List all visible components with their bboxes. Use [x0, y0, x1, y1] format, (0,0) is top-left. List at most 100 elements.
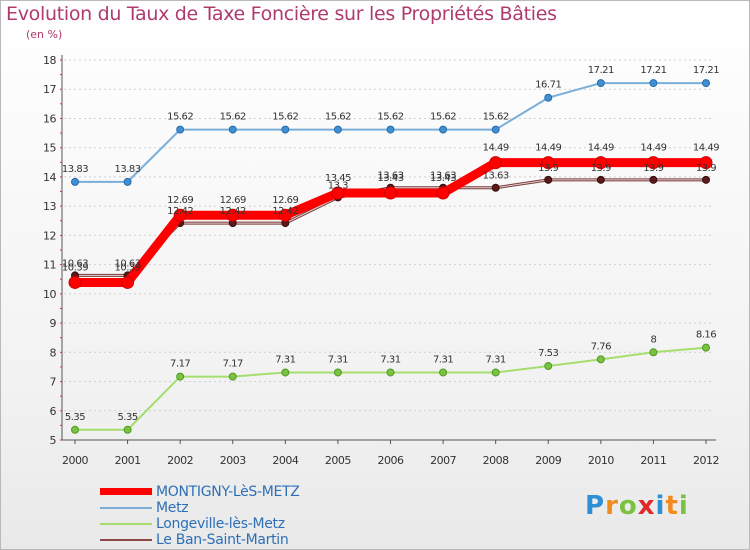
series-point-2 — [281, 368, 290, 377]
series-point-3 — [702, 175, 710, 184]
data-label: 13.9 — [538, 163, 558, 174]
x-tick-label: 2003 — [220, 454, 246, 467]
series-point-2 — [123, 425, 132, 434]
series-point-1 — [386, 125, 395, 134]
series-point-0 — [278, 208, 292, 222]
series-point-0 — [541, 156, 555, 170]
data-label: 14.49 — [588, 143, 614, 154]
logo-letter: r — [605, 491, 619, 521]
legend-swatch-longeville — [100, 523, 152, 525]
series-point-1 — [491, 125, 500, 134]
y-axis-unit-label: (en %) — [26, 28, 63, 41]
chart-title: Evolution du Taux de Taxe Foncière sur l… — [6, 3, 557, 25]
y-tick-label: 13 — [43, 200, 56, 213]
data-label: 7.31 — [433, 354, 453, 365]
data-label: 7.17 — [223, 359, 243, 370]
y-tick-label: 9 — [50, 317, 57, 330]
data-label: 16.71 — [535, 80, 561, 91]
data-label: 15.62 — [220, 112, 246, 123]
series-point-1 — [176, 125, 185, 134]
logo-letter: P — [585, 491, 606, 521]
y-tick-label: 17 — [43, 83, 56, 96]
series-point-0 — [646, 156, 660, 170]
x-tick-label: 2001 — [115, 454, 141, 467]
logo-letter: i — [678, 491, 689, 521]
series-point-2 — [702, 343, 710, 352]
data-label: 5.35 — [65, 412, 85, 423]
proxiti-logo: Proxiti — [585, 491, 689, 521]
legend-label-le-ban: Le Ban-Saint-Martin — [156, 532, 289, 548]
data-label: 12.42 — [167, 206, 193, 217]
y-tick-label: 12 — [43, 229, 56, 242]
x-tick-label: 2000 — [62, 454, 88, 467]
series-point-1 — [596, 79, 605, 88]
series-point-0 — [489, 156, 503, 170]
data-label: 14.49 — [483, 143, 509, 154]
series-point-2 — [596, 355, 605, 364]
x-tick-label: 2010 — [588, 454, 614, 467]
data-label: 5.35 — [117, 412, 137, 423]
legend-label-longeville: Longeville-lès-Metz — [156, 516, 285, 532]
x-tick-label: 2002 — [167, 454, 193, 467]
data-label: 8 — [650, 334, 656, 345]
legend-swatch-montigny — [100, 488, 152, 495]
series-point-3 — [544, 175, 553, 184]
data-label: 13.43 — [377, 173, 403, 184]
data-label: 7.31 — [275, 354, 295, 365]
series-point-1 — [439, 125, 448, 134]
data-label: 7.31 — [486, 354, 506, 365]
y-tick-label: 14 — [43, 171, 56, 184]
data-label: 13.9 — [643, 163, 663, 174]
data-label: 13.3 — [328, 180, 348, 191]
series-point-2 — [176, 372, 185, 381]
series-point-1 — [123, 177, 132, 186]
series-point-0 — [331, 186, 345, 200]
data-label: 13.43 — [430, 173, 456, 184]
series-point-0 — [384, 186, 397, 200]
data-label: 7.17 — [170, 359, 190, 370]
series-point-1 — [228, 125, 237, 134]
data-label: 13.9 — [591, 163, 611, 174]
data-label: 7.31 — [380, 354, 400, 365]
series-point-1 — [544, 93, 553, 102]
series-point-0 — [436, 186, 450, 200]
series-point-3 — [596, 175, 605, 184]
data-label: 7.53 — [538, 348, 558, 359]
data-label: 14.49 — [640, 143, 666, 154]
y-tick-label: 5 — [50, 434, 57, 447]
data-label: 17.21 — [640, 65, 666, 76]
series-point-1 — [71, 177, 79, 186]
data-label: 15.62 — [325, 112, 351, 123]
series-point-3 — [649, 175, 658, 184]
series-point-0 — [121, 275, 135, 289]
series-point-2 — [544, 362, 553, 371]
y-tick-label: 8 — [50, 346, 57, 359]
series-point-1 — [281, 125, 290, 134]
data-label: 14.49 — [535, 143, 561, 154]
x-tick-label: 2009 — [535, 454, 561, 467]
data-label: 7.76 — [591, 341, 611, 352]
data-label: 13.63 — [430, 171, 456, 182]
series-point-3 — [491, 183, 500, 192]
data-label: 13.83 — [115, 164, 141, 175]
data-label: 10.63 — [115, 258, 141, 269]
data-label: 14.49 — [693, 143, 719, 154]
x-tick-label: 2007 — [430, 454, 456, 467]
legend-label-montigny: MONTIGNY-LèS-METZ — [156, 484, 300, 500]
data-label: 12.42 — [272, 206, 298, 217]
data-label: 15.62 — [483, 112, 509, 123]
series-point-2 — [71, 425, 79, 434]
data-label: 17.21 — [588, 65, 614, 76]
data-label: 17.21 — [693, 65, 719, 76]
data-label: 12.69 — [167, 195, 193, 206]
logo-letter: t — [665, 491, 679, 521]
series-point-2 — [333, 368, 342, 377]
series-point-0 — [699, 156, 713, 170]
series-point-1 — [702, 79, 710, 88]
data-label: 13.45 — [325, 173, 351, 184]
data-label: 10.63 — [62, 258, 88, 269]
data-label: 15.62 — [430, 112, 456, 123]
series-point-0 — [226, 208, 240, 222]
series-point-0 — [173, 208, 187, 222]
series-point-2 — [228, 372, 237, 381]
